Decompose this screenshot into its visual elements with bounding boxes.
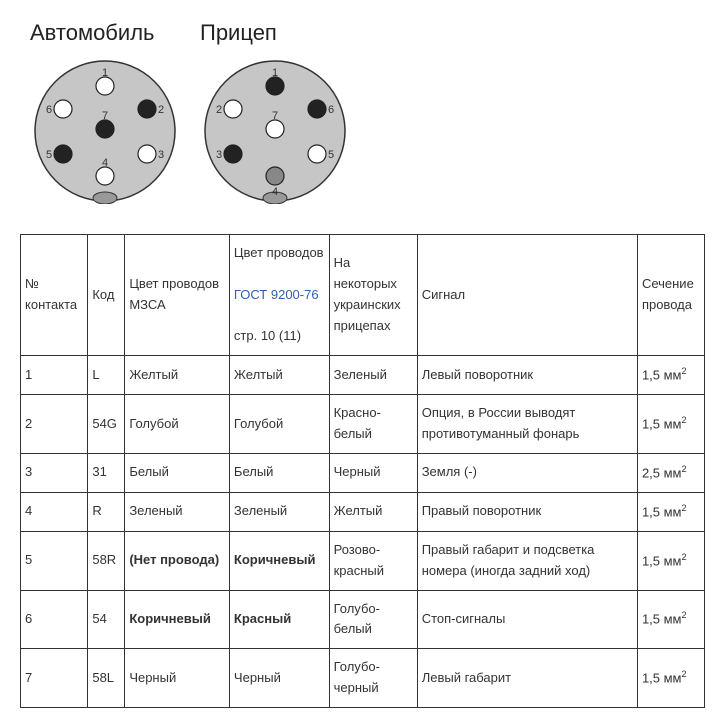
table-cell-section: 1,5 мм2 [637,649,704,708]
th-code: Код [88,235,125,356]
table-cell: 54G [88,395,125,454]
table-cell: 1 [21,355,88,394]
table-cell: Желтый [229,355,329,394]
table-cell: Левый габарит [417,649,637,708]
table-cell: 58R [88,531,125,590]
table-cell: Зеленый [229,492,329,531]
table-cell: L [88,355,125,394]
th-section: Сечение провода [637,235,704,356]
table-cell: Зеленый [329,355,417,394]
svg-text:6: 6 [328,104,334,116]
svg-text:2: 2 [158,104,164,116]
table-cell: Голубо-белый [329,590,417,649]
svg-text:5: 5 [46,149,52,161]
connector-trailer-svg: 1 2 3 4 5 6 7 [200,54,350,204]
svg-text:3: 3 [158,149,164,161]
pinout-table: № контакта Код Цвет проводов МЗСА Цвет п… [20,234,705,708]
gost-link[interactable]: ГОСТ 9200-76 [234,287,319,302]
table-cell-section: 1,5 мм2 [637,395,704,454]
table-cell: Голубой [125,395,230,454]
table-cell: R [88,492,125,531]
table-cell-section: 1,5 мм2 [637,531,704,590]
th-mzsa: Цвет проводов МЗСА [125,235,230,356]
table-cell: 6 [21,590,88,649]
svg-text:7: 7 [102,110,108,122]
table-cell: 3 [21,453,88,492]
table-cell: (Нет провода) [125,531,230,590]
table-cell: Голубой [229,395,329,454]
table-row: 331БелыйБелыйЧерныйЗемля (-)2,5 мм2 [21,453,705,492]
svg-text:7: 7 [272,110,278,122]
th-signal: Сигнал [417,235,637,356]
table-body: 1LЖелтыйЖелтыйЗеленыйЛевый поворотник1,5… [21,355,705,707]
table-cell-section: 2,5 мм2 [637,453,704,492]
table-header-row: № контакта Код Цвет проводов МЗСА Цвет п… [21,235,705,356]
table-cell-section: 1,5 мм2 [637,355,704,394]
table-cell: Белый [229,453,329,492]
table-cell: 5 [21,531,88,590]
table-cell: Красно-белый [329,395,417,454]
svg-text:6: 6 [46,104,52,116]
table-cell: Стоп-сигналы [417,590,637,649]
table-cell: Черный [229,649,329,708]
table-row: 654КоричневыйКрасныйГолубо-белыйСтоп-сиг… [21,590,705,649]
table-cell: Правый габарит и подсветка номера (иногд… [417,531,637,590]
table-cell: Опция, в России выводят противотуманный … [417,395,637,454]
table-cell: Зеленый [125,492,230,531]
svg-text:5: 5 [328,149,334,161]
table-row: 254GГолубойГолубойКрасно-белыйОпция, в Р… [21,395,705,454]
table-cell: 31 [88,453,125,492]
table-cell: Белый [125,453,230,492]
svg-text:4: 4 [272,186,278,198]
th-gost-top: Цвет проводов [234,245,324,260]
svg-text:2: 2 [216,104,222,116]
table-cell: Правый поворотник [417,492,637,531]
table-cell: Розово-красный [329,531,417,590]
table-cell: 7 [21,649,88,708]
svg-text:4: 4 [102,157,108,169]
connector-car-title: Автомобиль [30,20,180,46]
table-cell: Черный [125,649,230,708]
svg-text:3: 3 [216,149,222,161]
table-cell: Левый поворотник [417,355,637,394]
table-row: 1LЖелтыйЖелтыйЗеленыйЛевый поворотник1,5… [21,355,705,394]
table-row: 4RЗеленыйЗеленыйЖелтыйПравый поворотник1… [21,492,705,531]
table-cell: 4 [21,492,88,531]
th-ukr: На некоторых украинских прицепах [329,235,417,356]
connector-car-svg: 1 2 3 4 5 6 7 [30,54,180,204]
connector-trailer: Прицеп 1 2 3 4 5 6 7 [200,20,350,204]
table-cell: Земля (-) [417,453,637,492]
connector-car: Автомобиль 1 2 3 4 5 6 7 [30,20,180,204]
table-cell-section: 1,5 мм2 [637,590,704,649]
table-cell: Черный [329,453,417,492]
table-cell: Коричневый [125,590,230,649]
table-row: 758LЧерныйЧерныйГолубо-черныйЛевый габар… [21,649,705,708]
table-row: 558R(Нет провода)КоричневыйРозово-красны… [21,531,705,590]
table-cell: 58L [88,649,125,708]
th-num: № контакта [21,235,88,356]
table-cell: Желтый [329,492,417,531]
svg-text:1: 1 [272,67,278,79]
table-cell: 2 [21,395,88,454]
th-gost-bottom: стр. 10 (11) [234,328,301,343]
connector-trailer-title: Прицеп [200,20,350,46]
table-cell: Красный [229,590,329,649]
table-cell-section: 1,5 мм2 [637,492,704,531]
th-gost: Цвет проводов ГОСТ 9200-76 стр. 10 (11) [229,235,329,356]
svg-text:1: 1 [102,67,108,79]
table-cell: Желтый [125,355,230,394]
table-cell: Голубо-черный [329,649,417,708]
table-cell: Коричневый [229,531,329,590]
connectors-row: Автомобиль 1 2 3 4 5 6 7 Прицеп 1 2 3 4 5 6 7 [30,20,705,204]
table-cell: 54 [88,590,125,649]
